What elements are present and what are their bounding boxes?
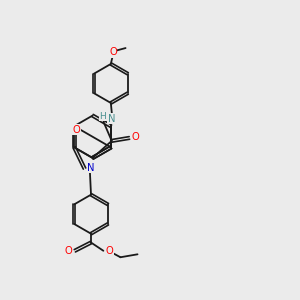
Text: O: O (73, 125, 80, 135)
Text: O: O (109, 47, 117, 57)
Text: N: N (108, 114, 116, 124)
Text: O: O (106, 246, 114, 256)
Text: O: O (64, 246, 72, 256)
Text: N: N (87, 163, 95, 173)
Text: O: O (132, 132, 140, 142)
Text: H: H (100, 112, 106, 121)
